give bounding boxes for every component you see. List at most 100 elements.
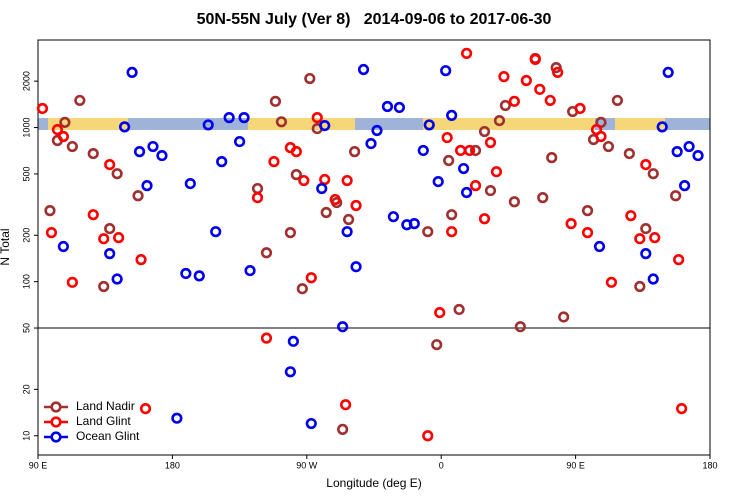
- point: [434, 306, 446, 319]
- point: [357, 63, 370, 76]
- legend-label: Land Glint: [76, 414, 131, 428]
- point: [74, 94, 86, 107]
- point: [156, 149, 168, 162]
- point: [348, 146, 361, 158]
- point: [337, 321, 349, 333]
- point: [268, 156, 280, 168]
- ocean-band: [38, 118, 48, 130]
- point: [544, 94, 556, 107]
- point: [171, 412, 183, 424]
- point: [446, 226, 458, 238]
- point: [463, 144, 476, 157]
- point: [595, 130, 607, 143]
- point: [290, 146, 302, 158]
- point: [423, 119, 435, 131]
- point: [605, 276, 618, 288]
- point: [184, 177, 196, 190]
- point: [284, 227, 296, 239]
- point: [66, 276, 78, 288]
- point: [623, 147, 635, 160]
- point: [453, 303, 465, 316]
- point: [529, 53, 541, 65]
- point: [490, 166, 503, 178]
- series: [36, 47, 688, 442]
- point: [446, 109, 458, 121]
- point: [558, 311, 570, 323]
- point: [304, 72, 316, 85]
- point: [537, 192, 549, 204]
- point: [284, 366, 296, 378]
- point: [251, 192, 264, 204]
- point: [36, 102, 49, 115]
- point: [520, 74, 532, 87]
- point: [111, 273, 123, 285]
- x-tick-label: 90 E: [566, 460, 585, 470]
- point: [223, 112, 235, 124]
- point: [371, 124, 383, 137]
- point: [499, 99, 512, 112]
- point: [443, 154, 455, 167]
- point: [260, 332, 273, 344]
- point: [66, 140, 78, 153]
- point: [432, 175, 444, 188]
- point: [469, 180, 482, 192]
- point: [393, 101, 405, 114]
- point: [498, 71, 510, 83]
- point: [469, 144, 482, 157]
- point: [679, 180, 691, 192]
- y-tick-label: 500: [21, 166, 31, 181]
- legend-marker: [50, 401, 62, 413]
- legend-marker: [50, 416, 62, 428]
- point: [478, 213, 491, 225]
- point: [431, 339, 443, 351]
- point: [329, 193, 341, 206]
- point: [133, 146, 146, 158]
- legend-label: Land Nadir: [76, 399, 135, 413]
- point: [305, 272, 317, 284]
- point: [216, 156, 228, 168]
- legend-marker: [50, 431, 62, 443]
- y-tick-label: 50: [21, 323, 31, 333]
- point: [673, 254, 685, 266]
- x-axis-label: Longitude (deg E): [326, 476, 421, 490]
- point: [422, 226, 434, 238]
- point: [298, 174, 310, 187]
- point: [574, 102, 586, 115]
- point: [455, 144, 467, 157]
- point: [670, 190, 682, 202]
- point: [51, 123, 64, 136]
- point: [139, 403, 152, 415]
- point: [647, 168, 659, 180]
- point: [269, 95, 282, 107]
- point: [290, 169, 302, 181]
- ocean-band: [128, 118, 248, 130]
- point: [44, 205, 56, 217]
- point: [341, 174, 353, 187]
- point: [260, 247, 273, 259]
- point: [565, 218, 577, 230]
- point: [625, 210, 637, 222]
- point: [104, 222, 116, 235]
- y-tick-label: 1000: [21, 118, 31, 138]
- point: [180, 267, 192, 280]
- ocean-band: [355, 118, 423, 130]
- point: [113, 232, 125, 244]
- point: [381, 100, 394, 113]
- point: [581, 227, 594, 239]
- point: [671, 146, 683, 158]
- point: [458, 162, 470, 175]
- y-tick-label: 200: [21, 228, 31, 243]
- point: [244, 264, 256, 277]
- point: [460, 186, 473, 199]
- point: [59, 116, 71, 129]
- point: [287, 335, 299, 347]
- point: [656, 121, 668, 133]
- point: [640, 248, 652, 260]
- point: [365, 137, 377, 150]
- point: [508, 196, 520, 208]
- chart-title: 50N-55N July (Ver 8) 2014-09-06 to 2017-…: [197, 11, 552, 28]
- point: [98, 233, 110, 245]
- point: [484, 184, 497, 197]
- x-tick-label: 90 W: [296, 460, 318, 470]
